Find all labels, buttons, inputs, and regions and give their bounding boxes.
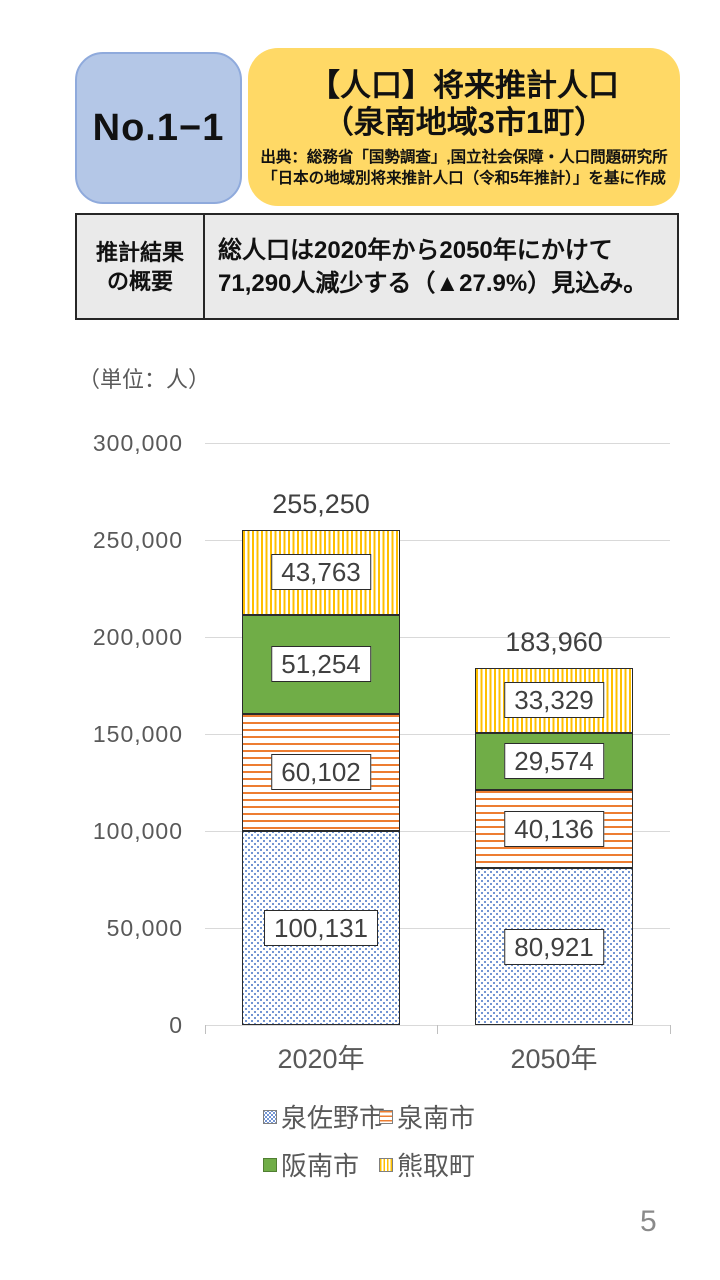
gridline [205, 927, 670, 929]
y-axis-tick-label: 250,000 [92, 527, 183, 553]
x-axis-tick [204, 1025, 206, 1034]
source-note: 出典：総務省「国勢調査」,国立社会保障・人口問題研究所 「日本の地域別将来推計人… [260, 147, 667, 189]
segment-value-label: 60,102 [271, 754, 371, 791]
source-note-line1: 出典：総務省「国勢調査」,国立社会保障・人口問題研究所 [260, 149, 668, 166]
legend-item-泉南市: 泉南市 [379, 1098, 475, 1135]
summary-text-cell: 総人口は2020年から2050年にかけて 71,290人減少する（▲27.9%）… [205, 215, 677, 318]
gridline [205, 733, 670, 735]
segment-value-label: 33,329 [504, 682, 604, 719]
report-number-label: No.1−1 [92, 106, 225, 149]
summary-text-line2: 71,290人減少する（▲27.9%）見込み。 [218, 269, 648, 297]
legend-swatch-icon [379, 1109, 393, 1124]
y-axis-tick-label: 150,000 [92, 721, 183, 747]
summary-header-line1: 推計結果 [95, 239, 184, 265]
x-axis-category-label: 2050年 [510, 1044, 598, 1074]
segment-value-label: 40,136 [504, 811, 604, 848]
chart-legend: 泉佐野市 泉南市阪南市 熊取町 [263, 1098, 475, 1183]
page-title-line2: （泉南地域3市1町） [322, 105, 606, 140]
title-box: 【人口】将来推計人口 （泉南地域3市1町） 出典：総務省「国勢調査」,国立社会保… [248, 48, 680, 206]
page-number: 5 [640, 1205, 657, 1238]
legend-item-熊取町: 熊取町 [379, 1146, 475, 1183]
legend-swatch-icon [263, 1109, 277, 1124]
legend-item-阪南市: 阪南市 [263, 1146, 379, 1183]
y-axis-tick-label: 50,000 [106, 915, 183, 941]
summary-table: 推計結果 の概要 総人口は2020年から2050年にかけて 71,290人減少す… [75, 213, 679, 320]
gridline [205, 539, 670, 541]
bar-total-label: 255,250 [272, 488, 370, 519]
legend-item-泉佐野市: 泉佐野市 [263, 1098, 385, 1135]
summary-header-cell: 推計結果 の概要 [77, 215, 205, 318]
x-axis-tick [669, 1025, 671, 1034]
gridline [205, 830, 670, 832]
segment-value-label: 51,254 [271, 646, 371, 683]
summary-text-line1: 総人口は2020年から2050年にかけて [218, 236, 613, 264]
y-axis-tick-label: 0 [169, 1012, 183, 1038]
segment-value-label: 80,921 [504, 928, 604, 965]
legend-swatch-icon [263, 1157, 277, 1172]
bar-total-label: 183,960 [505, 627, 603, 658]
summary-header-line2: の概要 [106, 268, 173, 294]
source-note-line2: 「日本の地域別将来推計人口（令和5年推計）」を基に作成 [262, 170, 666, 187]
x-axis-tick [437, 1025, 438, 1034]
segment-value-label: 100,131 [264, 909, 378, 946]
chart-unit-label: （単位：人） [78, 367, 211, 392]
y-axis-tick-label: 300,000 [92, 430, 183, 456]
x-axis-category-label: 2020年 [277, 1044, 365, 1074]
gridline [205, 636, 670, 638]
segment-value-label: 43,763 [271, 554, 371, 591]
report-number-box: No.1−1 [75, 52, 242, 204]
legend-label: 阪南市 [281, 1151, 360, 1181]
y-axis-tick-label: 200,000 [92, 624, 183, 650]
y-axis-tick-label: 100,000 [92, 818, 183, 844]
legend-label: 熊取町 [397, 1151, 476, 1181]
legend-swatch-icon [379, 1157, 393, 1172]
gridline [205, 442, 670, 444]
page-title-line1: 【人口】将来推計人口 [309, 68, 619, 103]
legend-label: 泉南市 [397, 1103, 476, 1133]
legend-label: 泉佐野市 [281, 1103, 386, 1133]
segment-value-label: 29,574 [504, 743, 604, 780]
plot-area: 0 50,000 100,000 150,000 200,000 250,000 300,0… [93, 430, 671, 1074]
